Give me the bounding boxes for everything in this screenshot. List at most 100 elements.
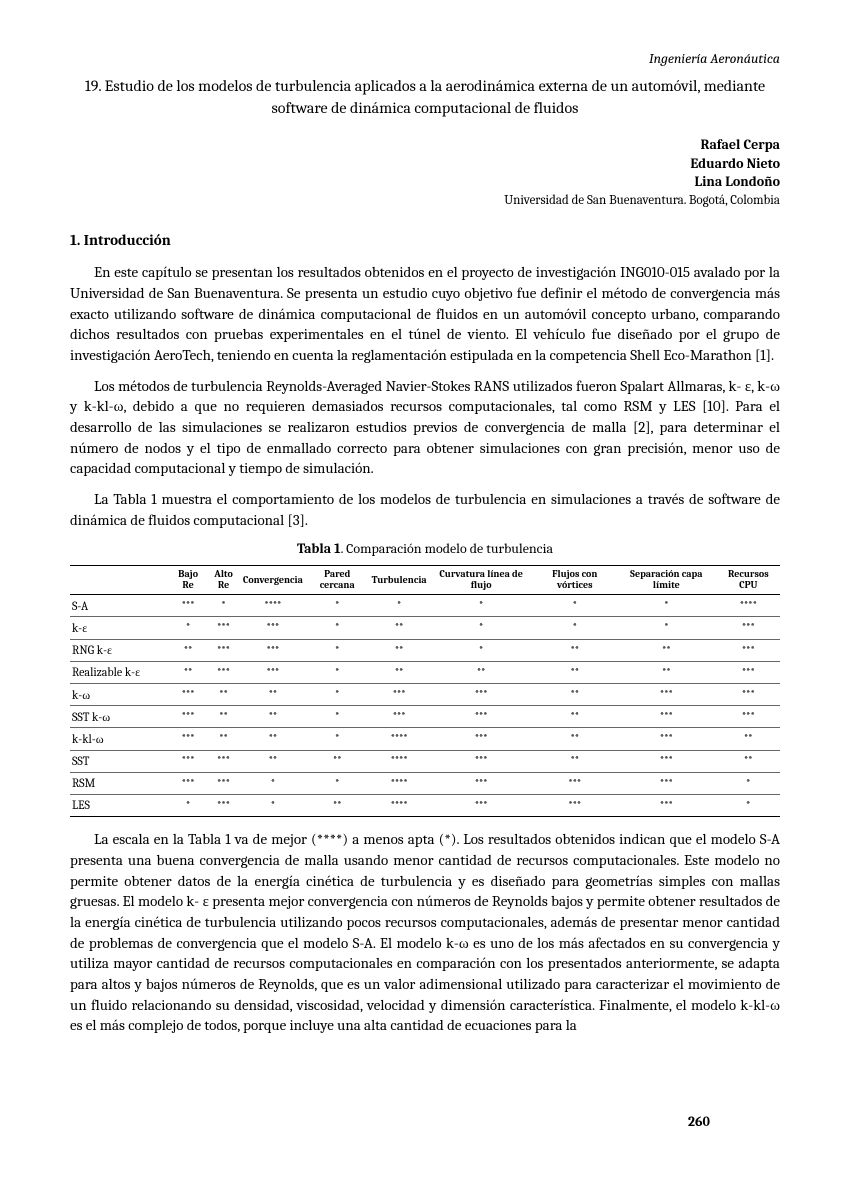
table-row-label: k-kl-ω [70, 728, 170, 750]
table-head: Bajo ReAlto ReConvergenciaPared cercanaT… [70, 566, 780, 595]
table-cell: ** [429, 661, 534, 683]
table-body: S-A*****************k-ε****************R… [70, 595, 780, 817]
table-cell: *** [206, 617, 241, 639]
table-cell: *** [429, 728, 534, 750]
table-header-cell: Convergencia [241, 566, 305, 595]
table-cell: * [717, 794, 780, 816]
table-cell: ** [305, 750, 370, 772]
table-cell: * [305, 661, 370, 683]
table-cell: **** [370, 772, 429, 794]
table-header-cell: Alto Re [206, 566, 241, 595]
table-cell: *** [616, 794, 717, 816]
table-cell: *** [717, 684, 780, 706]
table-cell: * [429, 639, 534, 661]
table-cell: *** [206, 750, 241, 772]
table-cell: *** [429, 794, 534, 816]
table-header-cell: Flujos con vórtices [534, 566, 617, 595]
table-cell: ** [305, 794, 370, 816]
table-cell: * [206, 595, 241, 617]
table-cell: *** [717, 661, 780, 683]
table-cell: *** [370, 706, 429, 728]
table-cell: *** [241, 617, 305, 639]
page-number: 260 [688, 1113, 710, 1132]
table-cell: *** [170, 728, 206, 750]
table-row: RNG k-ε******************* [70, 639, 780, 661]
table-cell: *** [170, 706, 206, 728]
table-cell: ** [170, 639, 206, 661]
table-cell: ** [370, 661, 429, 683]
table-row: Realizable k-ε******************** [70, 661, 780, 683]
table-row-label: SST [70, 750, 170, 772]
table-row: k-ε**************** [70, 617, 780, 639]
table-row-label: SST k-ω [70, 706, 170, 728]
table-cell: * [170, 617, 206, 639]
paragraph: En este capítulo se presentan los result… [70, 262, 780, 365]
table-row-label: S-A [70, 595, 170, 617]
table-row: SST************************ [70, 750, 780, 772]
paragraph: La Tabla 1 muestra el comportamiento de … [70, 489, 780, 530]
table-cell: * [305, 772, 370, 794]
table-cell: *** [429, 772, 534, 794]
table-cell: ** [534, 639, 617, 661]
table-cell: ** [717, 750, 780, 772]
table-cell: * [305, 617, 370, 639]
header-subject: Ingeniería Aeronáutica [70, 50, 780, 69]
author-name: Eduardo Nieto [70, 155, 780, 174]
table-cell: **** [370, 794, 429, 816]
table-header-cell [70, 566, 170, 595]
table-header-cell: Recursos CPU [717, 566, 780, 595]
paragraph: La escala en la Tabla 1 va de mejor (***… [70, 829, 780, 1036]
table-cell: ** [241, 684, 305, 706]
table-cell: * [717, 772, 780, 794]
table-cell: * [429, 595, 534, 617]
page-container: { "header": { "subject": "Ingeniería Aer… [70, 50, 780, 1160]
table-header-cell: Curvatura línea de flujo [429, 566, 534, 595]
table-cell: ** [370, 617, 429, 639]
table-cell: * [534, 595, 617, 617]
table-cell: * [616, 617, 717, 639]
table-row-label: LES [70, 794, 170, 816]
table-cell: ** [534, 706, 617, 728]
table-cell: *** [429, 684, 534, 706]
article-title: 19. Estudio de los modelos de turbulenci… [70, 75, 780, 120]
table-cell: ** [170, 661, 206, 683]
table-row: k-kl-ω********************** [70, 728, 780, 750]
table-row-label: k-ε [70, 617, 170, 639]
table-cell: *** [170, 750, 206, 772]
table-caption-text: . Comparación modelo de turbulencia [341, 540, 553, 557]
table-cell: *** [717, 706, 780, 728]
table-cell: *** [206, 794, 241, 816]
table-cell: ** [534, 750, 617, 772]
table-row-label: RSM [70, 772, 170, 794]
table-cell: *** [616, 684, 717, 706]
table-cell: **** [717, 595, 780, 617]
table-cell: * [305, 684, 370, 706]
table-row-label: k-ω [70, 684, 170, 706]
table-cell: ** [241, 728, 305, 750]
table-cell: * [241, 772, 305, 794]
table-cell: *** [717, 617, 780, 639]
table-cell: *** [206, 772, 241, 794]
table-cell: *** [170, 772, 206, 794]
table-cell: ** [534, 684, 617, 706]
table-cell: *** [616, 728, 717, 750]
table-cell: ** [206, 684, 241, 706]
table-cell: *** [717, 639, 780, 661]
author-name: Rafael Cerpa [70, 136, 780, 155]
table-cell: *** [616, 706, 717, 728]
table-cell: **** [370, 728, 429, 750]
table-cell: *** [206, 661, 241, 683]
table-cell: *** [429, 706, 534, 728]
table-cell: *** [170, 595, 206, 617]
table-header-cell: Pared cercana [305, 566, 370, 595]
table-row: S-A***************** [70, 595, 780, 617]
table-header-cell: Separación capa límite [616, 566, 717, 595]
table-cell: *** [534, 772, 617, 794]
table-cell: * [534, 617, 617, 639]
table-cell: ** [534, 661, 617, 683]
table-cell: *** [206, 639, 241, 661]
table-cell: ** [717, 728, 780, 750]
table-header-cell: Bajo Re [170, 566, 206, 595]
table-cell: *** [616, 750, 717, 772]
table-row: LES********************* [70, 794, 780, 816]
